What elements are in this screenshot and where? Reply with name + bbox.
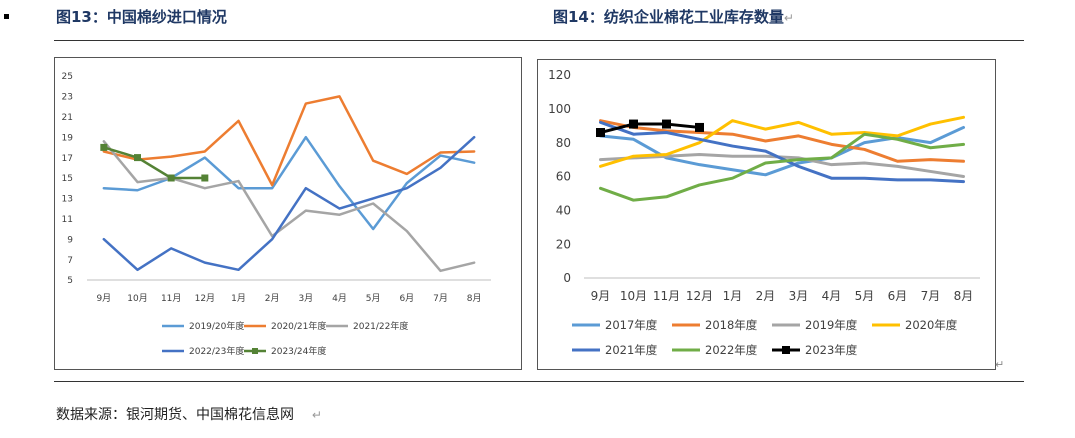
- legend-label: 2020年度: [905, 318, 958, 332]
- series-line: [102, 146, 207, 180]
- yarn-import-chart-svg: 5 7 9 11 13 15 17 19 21 23 25 9月 10月 11月 12月 1月 2月 3月 4月 5月…: [62, 72, 491, 357]
- series-line: [102, 135, 476, 231]
- left-figure-title: 图13：中国棉纱进口情况: [56, 8, 227, 26]
- yarn-import-chart: 5 7 9 11 13 15 17 19 21 23 25 9月 10月 11月 12月 1月 2月 3月 4月 5月…: [54, 57, 522, 370]
- legend-label: 2019年度: [805, 318, 858, 332]
- x-tick-label: 3月: [789, 289, 809, 303]
- x-tick-label: 11月: [161, 293, 181, 304]
- series-point: [695, 122, 704, 132]
- x-tick-label: 9月: [591, 289, 611, 303]
- paragraph-mark: ↵: [783, 11, 794, 25]
- series-line: [599, 120, 965, 184]
- y-tick-label: 60: [556, 170, 571, 184]
- x-tick-label: 6月: [399, 293, 414, 304]
- y-tick-label: 23: [62, 93, 73, 103]
- y-tick-label: 11: [62, 215, 73, 225]
- series-point: [596, 128, 605, 138]
- legend-label: 2022年度: [705, 343, 758, 357]
- legend-label: 2019/20年度: [189, 320, 244, 332]
- legend-label: 2021年度: [605, 343, 658, 357]
- cotton-inventory-chart-svg: 0 20 40 60 80 100 120 9月 10月 11月 12月 1月 2月 3月 4月 5月 6月 7月…: [548, 68, 980, 357]
- y-tick-label: 80: [556, 136, 571, 150]
- legend-label: 2020/21年度: [271, 320, 326, 332]
- y-tick-label: 5: [67, 276, 73, 286]
- series-point: [662, 119, 671, 129]
- series-line: [599, 153, 965, 178]
- legend-marker: [782, 346, 790, 354]
- series-point: [100, 143, 108, 151]
- legend-label: 2017年度: [605, 318, 658, 332]
- top-rule: [54, 40, 1024, 41]
- x-tick-label: 11月: [653, 289, 680, 303]
- y-tick-label: 0: [563, 271, 571, 285]
- x-tick-label: 2月: [756, 289, 776, 303]
- series-line: [102, 135, 476, 272]
- data-source: 数据来源：银河期货、中国棉花信息网 ↵: [56, 407, 322, 423]
- y-tick-label: 40: [556, 204, 571, 218]
- x-tick-label: 12月: [686, 289, 713, 303]
- legend-label: 2018年度: [705, 318, 758, 332]
- x-tick-label: 9月: [96, 293, 111, 304]
- x-tick-label: 10月: [127, 293, 147, 304]
- legend-label: 2023年度: [805, 343, 858, 357]
- series-line: [599, 132, 965, 202]
- y-tick-label: 120: [548, 68, 571, 82]
- y-tick-label: 25: [62, 72, 73, 82]
- paragraph-mark: ↵: [311, 408, 322, 422]
- x-tick-label: 8月: [954, 289, 974, 303]
- x-tick-label: 8月: [467, 293, 482, 304]
- series-point: [134, 154, 141, 162]
- legend-marker: [252, 348, 258, 354]
- x-tick-label: 7月: [921, 289, 941, 303]
- legend-label: 2021/22年度: [353, 320, 408, 332]
- series-point: [167, 174, 175, 182]
- y-tick-label: 20: [556, 237, 571, 251]
- x-tick-label: 4月: [822, 289, 842, 303]
- series-point: [629, 119, 638, 129]
- paragraph-mark: ↵: [995, 358, 1005, 371]
- y-tick-label: 9: [67, 235, 73, 245]
- x-tick-label: 10月: [620, 289, 647, 303]
- y-tick-label: 15: [62, 174, 73, 184]
- x-tick-label: 5月: [366, 293, 381, 304]
- right-figure-title: 图14：纺织企业棉花工业库存数量↵: [553, 8, 794, 26]
- x-tick-label: 1月: [231, 293, 246, 304]
- cotton-inventory-chart: 0 20 40 60 80 100 120 9月 10月 11月 12月 1月 2月 3月 4月 5月 6月 7月…: [537, 59, 996, 370]
- x-tick-label: 4月: [332, 293, 347, 304]
- series-line: [599, 119, 965, 163]
- x-tick-label: 5月: [855, 289, 875, 303]
- bottom-rule: [54, 381, 1024, 382]
- y-tick-label: 21: [62, 113, 73, 123]
- legend-label: 2022/23年度: [189, 345, 244, 357]
- y-tick-label: 13: [62, 195, 73, 205]
- y-tick-label: 7: [67, 256, 73, 266]
- series-line: [102, 140, 476, 273]
- y-tick-label: 17: [62, 154, 73, 164]
- x-tick-label: 12月: [195, 293, 215, 304]
- series-line: [599, 115, 965, 168]
- y-tick-label: 100: [548, 102, 571, 116]
- x-tick-label: 2月: [265, 293, 280, 304]
- x-tick-label: 7月: [433, 293, 448, 304]
- series-line: [599, 122, 701, 135]
- x-tick-label: 1月: [723, 289, 743, 303]
- y-tick-label: 19: [62, 133, 74, 143]
- series-point: [201, 174, 209, 182]
- series-line: [102, 95, 476, 187]
- legend-label: 2023/24年度: [271, 345, 326, 357]
- list-bullet: [4, 14, 9, 19]
- x-tick-label: 3月: [298, 293, 313, 304]
- x-tick-label: 6月: [888, 289, 908, 303]
